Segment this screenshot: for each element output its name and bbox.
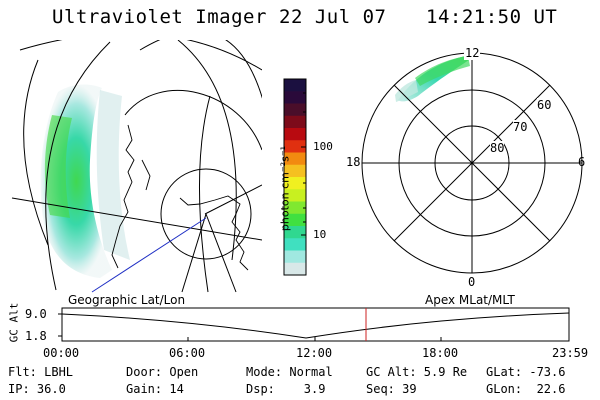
geographic-panel-label: Geographic Lat/Lon	[68, 293, 186, 307]
mlat-label-70: 70	[513, 120, 528, 134]
timeline-xtick-1200: 12:00	[296, 346, 333, 360]
timeline-xtick-0600: 06:00	[169, 346, 206, 360]
mlt-label-0: 0	[468, 275, 476, 289]
mlt-label-12: 12	[464, 46, 481, 60]
geographic-map	[11, 40, 262, 293]
colorbar-band	[284, 91, 306, 105]
aurora-core-geo	[44, 115, 72, 218]
sun-direction-line	[91, 217, 207, 293]
timeline-ytick-high: 9.0	[25, 307, 47, 321]
observation-time: 14:21:50 UT	[426, 6, 558, 28]
mlt-label-18: 18	[346, 155, 361, 169]
status-mode: Mode: Normal	[246, 365, 333, 379]
colorbar-band	[284, 79, 306, 92]
colorbar-band	[284, 152, 306, 166]
colorbar-band	[284, 177, 306, 190]
status-glat: GLat: -73.6	[486, 365, 566, 379]
colorbar-unit-label: photon cm⁻²s⁻¹	[278, 145, 292, 232]
status-filter: Flt: LBHL	[8, 365, 74, 379]
colorbar-band	[284, 103, 306, 117]
mlt-label-6: 6	[578, 155, 586, 169]
timeline-xtick-0000: 00:00	[43, 346, 80, 360]
colorbar-band	[284, 128, 306, 141]
status-ip: IP: 36.0	[8, 382, 66, 396]
colorbar	[284, 79, 306, 276]
timeline-ytick-low: 1.8	[25, 329, 47, 343]
colorbar-band	[284, 238, 306, 252]
timeline-xtick-2359: 23:59	[552, 346, 589, 360]
instrument-title: Ultraviolet Imager	[52, 6, 267, 28]
altitude-timeline	[58, 307, 570, 342]
status-glon: GLon: 22.6	[486, 382, 566, 396]
mlat-label-80: 80	[490, 141, 505, 155]
status-gain: Gain: 14	[126, 382, 184, 396]
altitude-curve	[61, 312, 570, 339]
timeline-xtick-1800: 18:00	[422, 346, 459, 360]
coastline	[111, 124, 249, 271]
colorbar-band	[284, 262, 306, 276]
colorbar-band	[284, 213, 306, 227]
polar-panel-label: Apex MLat/MLT	[425, 293, 515, 307]
mlat-label-60: 60	[537, 98, 552, 112]
colorbar-band	[284, 115, 306, 129]
colorbar-band	[284, 201, 306, 215]
colorbar-band	[284, 189, 306, 203]
status-seq: Seq: 39	[366, 382, 417, 396]
colorbar-band	[284, 164, 306, 178]
observation-date: 22 Jul 07	[279, 6, 387, 28]
status-door: Door: Open	[126, 365, 199, 379]
polar-plot	[361, 52, 583, 274]
timeline-axis-label: GC Alt	[7, 302, 21, 343]
status-dsp: Dsp: 3.9	[246, 382, 326, 396]
colorbar-band	[284, 250, 306, 264]
colorbar-tick-10: 10	[313, 228, 327, 241]
status-gc-alt: GC Alt: 5.9 Re	[366, 365, 468, 379]
colorbar-band	[284, 140, 306, 154]
colorbar-tick-100: 100	[313, 140, 333, 153]
colorbar-band	[284, 226, 306, 239]
